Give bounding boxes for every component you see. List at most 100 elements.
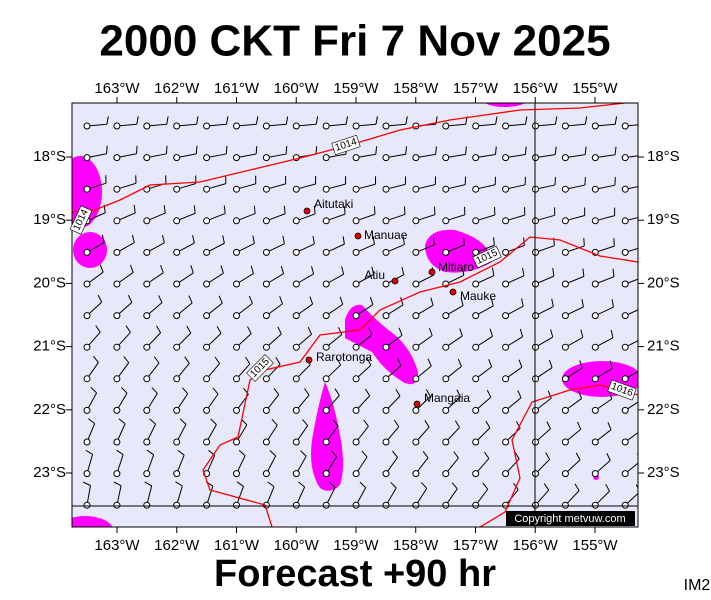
station (233, 280, 240, 288)
station (621, 501, 629, 509)
station (262, 248, 270, 256)
station (113, 501, 121, 509)
station (83, 501, 91, 509)
barb-feather (522, 267, 525, 276)
station (173, 501, 181, 509)
station (412, 248, 420, 256)
barb-feather (608, 391, 613, 400)
station (262, 154, 270, 162)
station (113, 154, 121, 162)
station (113, 375, 121, 383)
station (442, 438, 450, 446)
barb-feather (158, 295, 163, 303)
station (83, 470, 91, 478)
station (143, 470, 151, 478)
station (322, 470, 330, 478)
barb-feather (315, 146, 318, 155)
station (203, 406, 211, 414)
barb-feather (136, 145, 138, 154)
barb-feather (488, 359, 493, 367)
station (203, 280, 211, 288)
station (621, 343, 629, 351)
station (143, 154, 151, 162)
title: 2000 CKT Fri 7 Nov 2025 (99, 17, 610, 66)
barb-feather (345, 116, 349, 125)
station (322, 122, 330, 130)
barb-feather (99, 264, 104, 273)
station (113, 280, 121, 288)
barb-feather (392, 450, 398, 458)
station (352, 154, 360, 162)
station (143, 501, 151, 509)
barb-feather (160, 264, 164, 273)
barb-feather (554, 116, 558, 125)
station (203, 185, 211, 193)
station (173, 217, 181, 225)
image-id: IM2 (684, 577, 711, 594)
station (173, 470, 181, 478)
isobar-label-box (607, 379, 637, 401)
station (412, 438, 420, 446)
barb-feather (184, 356, 190, 364)
longitude-label: 159°W (333, 80, 379, 97)
station (352, 343, 360, 351)
barb-feather (554, 146, 557, 155)
barb-feather (116, 449, 124, 456)
barb-feather (312, 235, 315, 244)
station (113, 438, 121, 446)
barb-feather (548, 359, 553, 368)
barb-feather (238, 449, 246, 456)
longitude-label: 162°W (154, 537, 200, 554)
station (322, 248, 330, 256)
barb-feather (151, 387, 158, 394)
barb-feather (83, 481, 91, 486)
station (561, 343, 569, 351)
barb-feather (395, 388, 401, 397)
barb-feather (584, 146, 587, 155)
station (382, 280, 390, 288)
isobar-label-box (246, 354, 274, 382)
barb-feather (252, 235, 255, 244)
station (352, 248, 360, 256)
station (382, 438, 390, 446)
station (382, 312, 390, 320)
barb-feather (302, 419, 309, 426)
station (203, 248, 211, 256)
station (502, 438, 510, 446)
station (83, 312, 91, 320)
barb-feather (405, 116, 408, 125)
station (591, 312, 599, 320)
barb-feather (610, 329, 614, 338)
barb-feather (332, 419, 339, 427)
station (83, 185, 91, 193)
place-marker (428, 268, 436, 276)
station (382, 375, 390, 383)
barb-feather (236, 481, 244, 487)
barb-feather (375, 116, 378, 125)
longitude-label: 163°W (94, 80, 140, 97)
barb-feather (489, 328, 493, 337)
barb-feather (267, 481, 275, 488)
barb-feather (547, 390, 552, 399)
barb-feather (338, 327, 343, 335)
station (502, 248, 510, 256)
station (203, 217, 211, 225)
station (442, 312, 450, 320)
station (352, 312, 360, 320)
barb-feather (574, 483, 580, 491)
station (591, 375, 599, 383)
barb-feather (581, 298, 584, 307)
barb-feather (514, 451, 520, 460)
barb-feather (642, 300, 643, 308)
station (352, 122, 360, 130)
barb-feather (606, 453, 611, 461)
barb-feather (578, 390, 582, 399)
longitude-label: 156°W (513, 80, 559, 97)
barb-feather (612, 268, 615, 277)
barb-feather (149, 418, 156, 425)
station (322, 438, 330, 446)
barb-feather (223, 205, 226, 214)
station (292, 375, 300, 383)
barb-feather (88, 418, 95, 424)
station (442, 470, 450, 478)
